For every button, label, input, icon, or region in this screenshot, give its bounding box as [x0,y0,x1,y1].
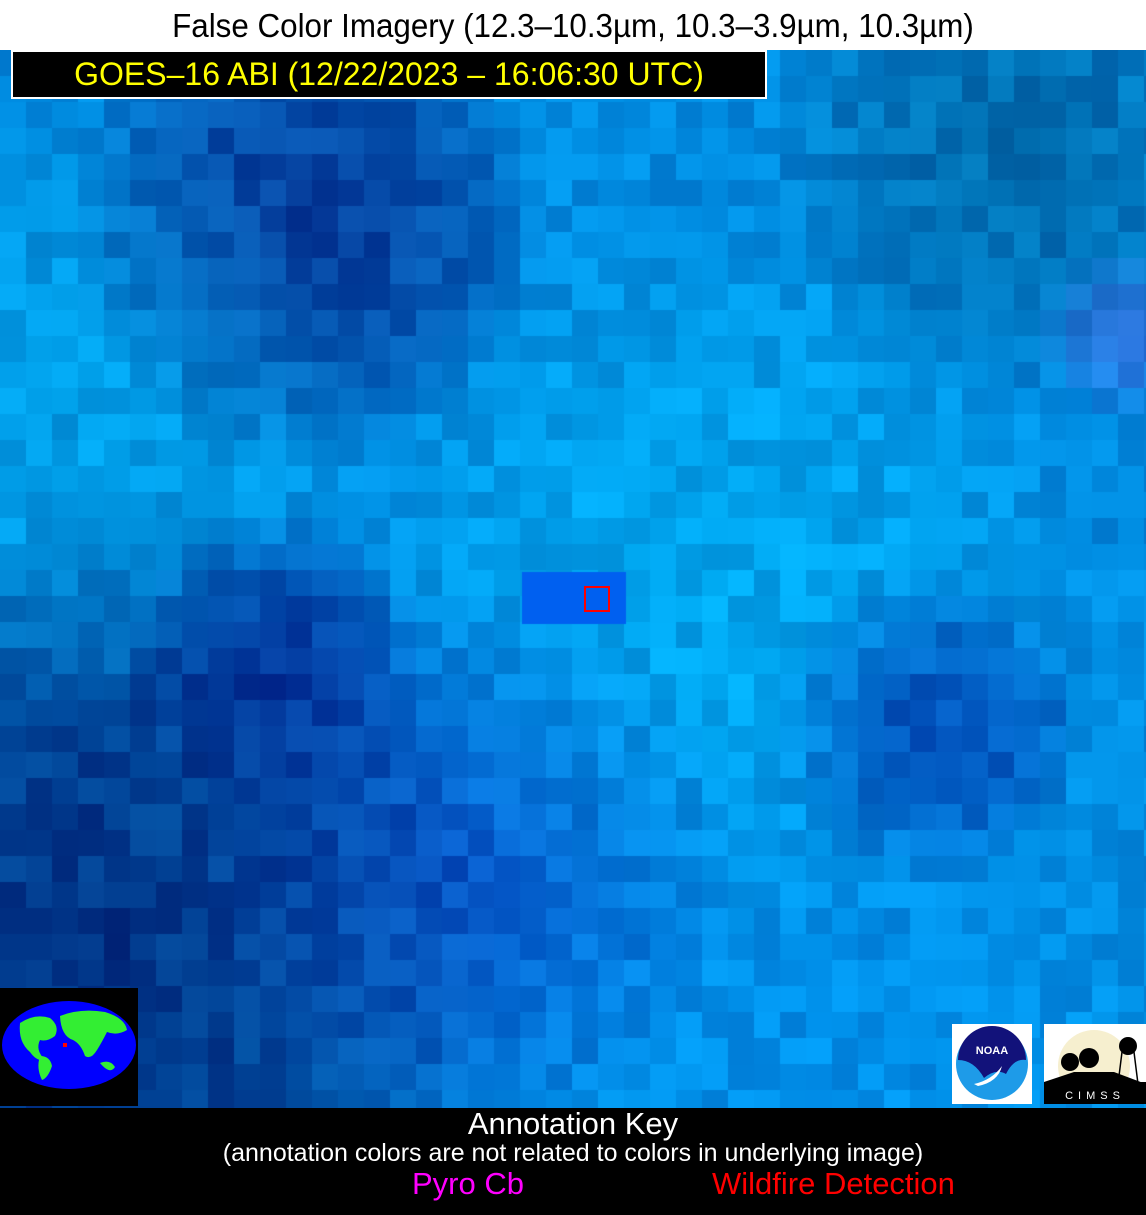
annotation-key-title: Annotation Key [467,1106,679,1141]
legend-wildfire-detection: Wildfire Detection [712,1166,955,1201]
legend-pyro-cb: Pyro Cb [412,1166,524,1201]
cimss-logo: CIMSS [1044,1024,1146,1104]
globe-locator-inset [0,988,138,1106]
annotation-key-panel: Annotation Key (annotation colors are no… [0,1108,1146,1215]
satellite-image [0,50,1146,1108]
globe-icon [2,1001,136,1089]
annotation-key-note: (annotation colors are not related to co… [222,1139,924,1167]
wildfire-detection-marker[interactable] [584,586,610,612]
satellite-mosaic [0,50,1146,1108]
svg-text:CIMSS: CIMSS [1065,1090,1125,1102]
annotation-key-items: Pyro Cb Wildfire Detection [0,1166,1146,1202]
svg-text:NOAA: NOAA [976,1045,1008,1057]
image-title: False Color Imagery (12.3–10.3µm, 10.3–3… [172,7,974,44]
satellite-timestamp-label: GOES–16 ABI (12/22/2023 – 16:06:30 UTC) [11,50,767,99]
noaa-logo: NOAA [952,1024,1032,1104]
